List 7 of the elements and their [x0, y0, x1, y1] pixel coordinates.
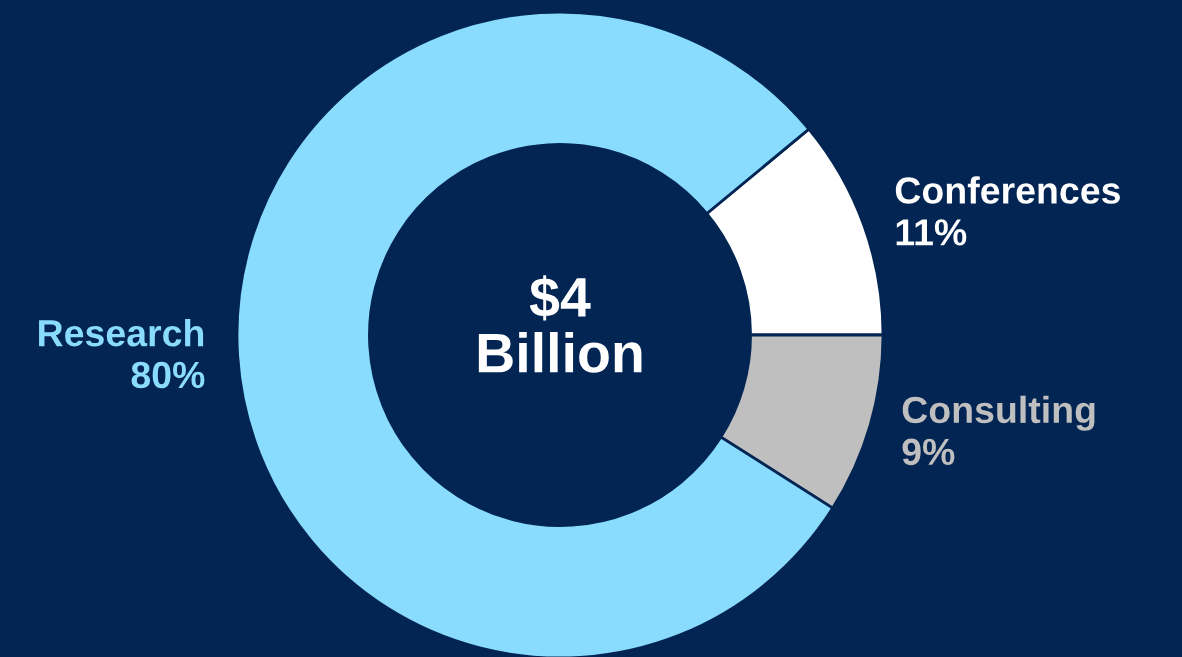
data-label: 9%: [902, 438, 955, 466]
slice-label: Conferences: [895, 176, 1120, 204]
slice-label: Consulting: [902, 395, 1095, 431]
data-label: 80%: [131, 361, 205, 389]
slice-label: Research: [39, 318, 204, 347]
text: $4 Billion: [478, 275, 642, 373]
data-label: 11%: [896, 219, 967, 246]
